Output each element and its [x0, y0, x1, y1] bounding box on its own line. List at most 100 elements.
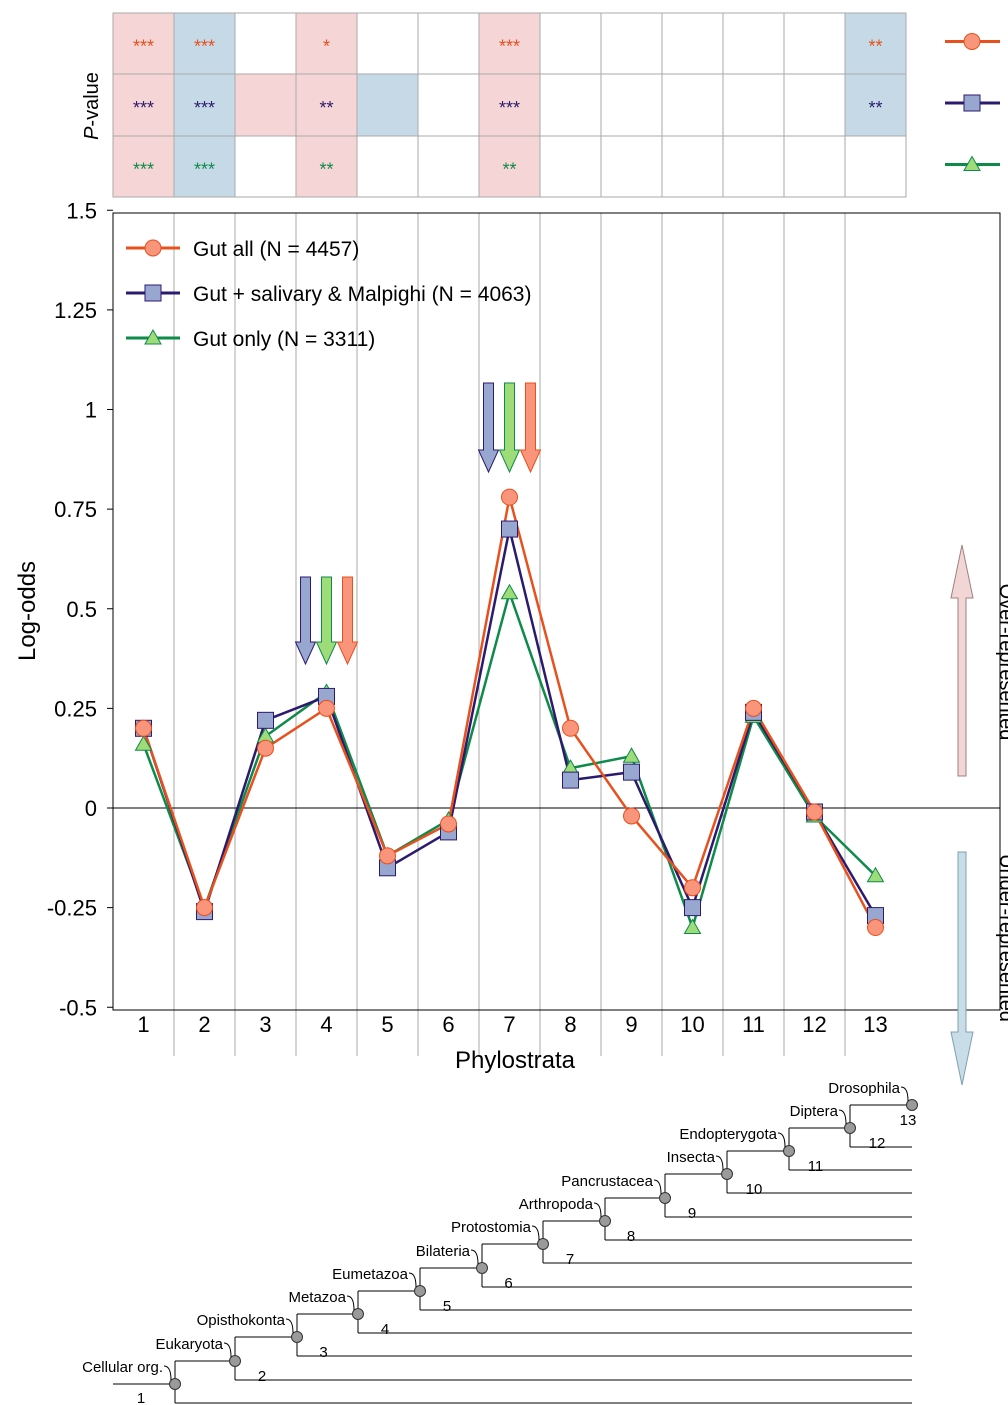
pvalue-cell [783, 12, 846, 75]
pvalue-cell [295, 73, 358, 137]
data-point-triangle [963, 155, 981, 171]
tree-stratum-number: 6 [504, 1275, 512, 1292]
data-point-circle [196, 899, 213, 917]
data-point-circle [501, 488, 518, 506]
tree-label-hook [653, 1179, 662, 1195]
series-layer [134, 488, 885, 937]
tree-label-hook [163, 1365, 172, 1381]
x-tick-label: 7 [503, 1012, 515, 1037]
pvalue-cell [844, 135, 907, 198]
pvalue-row-markers [945, 33, 1000, 171]
y-tick-label: -0.25 [47, 896, 97, 921]
tree-node [414, 1285, 426, 1297]
data-point-triangle [134, 735, 153, 751]
tree-node [906, 1099, 918, 1111]
pvalue-cell [478, 135, 541, 198]
pvalue-cell [234, 12, 297, 75]
highlight-arrow [315, 576, 338, 666]
pvalue-stars: *** [133, 37, 154, 57]
tree-node [352, 1308, 364, 1320]
tree-taxon-label: Metazoa [288, 1289, 346, 1306]
x-tick-label: 1 [137, 1012, 149, 1037]
tree-node [844, 1122, 856, 1134]
highlight-arrows [294, 382, 542, 666]
data-point-square [963, 94, 981, 112]
pvalue-stars: * [323, 37, 330, 57]
pvalue-stars: ** [502, 160, 516, 180]
x-tick-label: 12 [802, 1012, 826, 1037]
pvalue-cell [356, 135, 419, 198]
representation-indicators [950, 544, 974, 1086]
data-point-circle [318, 699, 335, 717]
data-point-circle [806, 803, 823, 821]
tree-node [229, 1355, 241, 1367]
pvalue-cell [234, 73, 297, 137]
under-represented-label: Under-represented [995, 854, 1008, 1022]
tree-label-hook [777, 1132, 786, 1148]
highlight-arrow [336, 576, 359, 666]
series-line-gut_all [142, 496, 877, 929]
data-point-triangle [683, 918, 702, 935]
legend: Gut all (N = 4457) Gut + salivary & Malpi… [126, 238, 531, 351]
pvalue-cell [417, 12, 480, 75]
pvalue-cell [661, 135, 724, 198]
highlight-arrow [498, 382, 521, 474]
data-point-circle [623, 807, 640, 825]
tree-node [169, 1378, 181, 1390]
pvalue-cell [356, 12, 419, 75]
x-tick-label: 6 [442, 1012, 454, 1037]
tree-stratum-number: 7 [566, 1251, 574, 1268]
pvalue-stars: ** [868, 98, 882, 118]
x-axis-ticks: 1 2 3 4 5 6 7 8 9 10 11 12 13 [137, 1012, 887, 1037]
pvalue-cell [600, 12, 663, 75]
pvalue-stars: *** [194, 160, 215, 180]
tree-taxon-label: Endopterygota [679, 1126, 777, 1143]
tree-label-hook [346, 1295, 355, 1311]
x-tick-label: 3 [259, 1012, 271, 1037]
pvalue-cell [722, 73, 785, 137]
tree-node [783, 1145, 795, 1157]
tree-stratum-number: 11 [808, 1158, 824, 1175]
highlight-arrow [294, 576, 317, 666]
pvalue-cell [173, 135, 236, 198]
phylogenetic-tree: Cellular org. 1 Eukaryota 2 Opisthokonta 3 Met… [82, 1080, 918, 1405]
x-tick-label: 4 [320, 1012, 332, 1037]
pvalue-panel: *** *** * *** ***** *** ** *** ***** *** ** ** [112, 12, 907, 198]
tree-taxon-label: Eumetazoa [332, 1266, 409, 1283]
pvalue-cell [600, 135, 663, 198]
legend-label: Gut + salivary & Malpighi (N = 4063) [193, 283, 531, 306]
pvalue-cell [539, 135, 602, 198]
highlight-arrow [519, 382, 542, 474]
tree-taxon-label: Protostomia [451, 1219, 532, 1236]
y-tick-label: 0 [85, 796, 97, 821]
tree-label-hook [900, 1086, 909, 1102]
pvalue-cell [112, 12, 175, 75]
data-point-circle [440, 815, 457, 833]
pvalue-cell [600, 73, 663, 137]
data-point-triangle [144, 328, 162, 345]
x-tick-label: 2 [198, 1012, 210, 1037]
pvalue-stars: *** [194, 98, 215, 118]
over-represented-arrow [950, 544, 974, 777]
tree-stratum-number: 5 [443, 1298, 451, 1315]
tree-node [659, 1192, 671, 1204]
data-point-circle [144, 239, 162, 257]
pvalue-stars: ** [868, 37, 882, 57]
legend-label: Gut only (N = 3311) [193, 328, 375, 351]
pvalue-cell [417, 135, 480, 198]
x-tick-label: 10 [680, 1012, 704, 1037]
pvalue-frame [112, 12, 907, 198]
tree-stratum-number: 4 [381, 1321, 389, 1338]
tree-stratum-number: 13 [900, 1112, 917, 1129]
x-tick-label: 11 [742, 1012, 765, 1037]
pvalue-cell [722, 135, 785, 198]
data-point-circle [867, 919, 884, 937]
pvalue-cell [173, 12, 236, 75]
tree-label-hook [838, 1109, 847, 1125]
data-point-square [257, 711, 274, 729]
y-axis-ticks: -0.5 -0.25 0 0.25 0.5 0.75 1 1.25 1.5 [47, 198, 113, 1020]
pvalue-cell [722, 12, 785, 75]
data-point-circle [379, 847, 396, 865]
data-point-circle [135, 719, 152, 737]
